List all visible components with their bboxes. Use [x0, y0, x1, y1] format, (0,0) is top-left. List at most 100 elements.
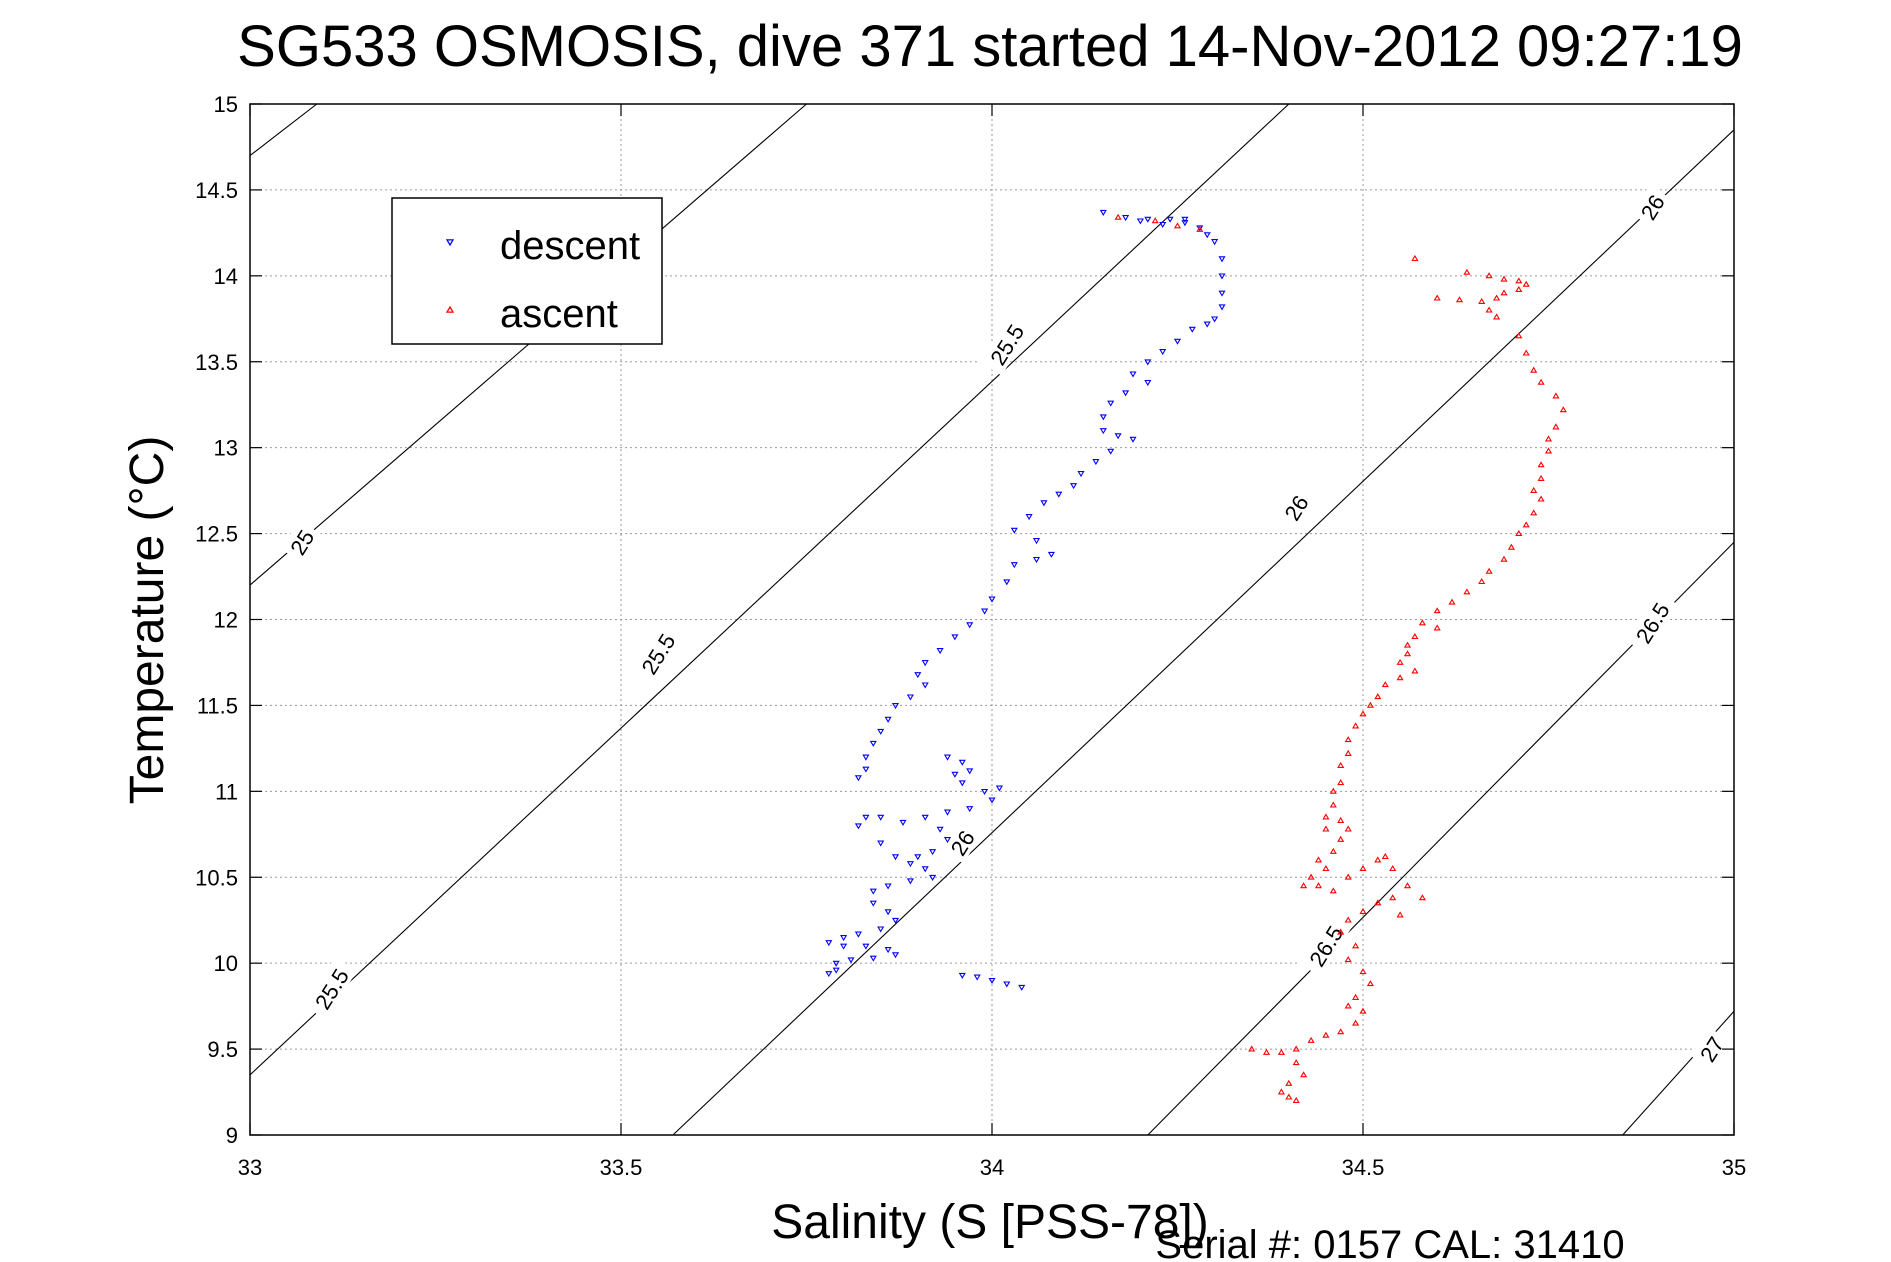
ascent-point — [1448, 598, 1456, 605]
descent-point — [832, 960, 840, 967]
descent-point — [1010, 562, 1018, 569]
y-tick-label: 14 — [214, 264, 238, 289]
descent-point — [1040, 500, 1048, 507]
ascent-point — [1374, 856, 1382, 863]
ascent-point — [1485, 567, 1493, 574]
ascent-point — [1344, 825, 1352, 832]
descent-point — [981, 608, 989, 615]
ascent-point — [1300, 1071, 1308, 1078]
contour-label-bg — [304, 956, 358, 1020]
contour-line-26 — [672, 129, 1735, 1136]
descent-point — [1010, 527, 1018, 534]
contour-line-25-5 — [249, 103, 1290, 1076]
legend-marker-ascent — [445, 305, 455, 313]
density-contours — [249, 103, 1735, 1136]
descent-point — [847, 957, 855, 964]
descent-point — [891, 917, 900, 924]
descent-point — [877, 926, 885, 933]
ascent-point — [1322, 825, 1330, 832]
contour-label: 26 — [1631, 185, 1672, 228]
ascent-point — [1418, 894, 1426, 901]
descent-point — [958, 759, 966, 766]
ascent-point — [1292, 1045, 1300, 1052]
descent-point — [1070, 483, 1078, 490]
contour-label-bg — [630, 621, 684, 685]
ascent-point — [1515, 332, 1523, 339]
ascent-point — [1403, 650, 1412, 657]
descent-point — [1122, 390, 1130, 397]
x-tick-label: 34.5 — [1342, 1155, 1385, 1180]
ascent-point — [1337, 779, 1345, 786]
contour-label: 25.5 — [979, 312, 1033, 376]
ascent-point — [1292, 1059, 1300, 1066]
ascent-point — [1411, 633, 1419, 640]
ascent-point — [1463, 588, 1471, 595]
ascent-point — [1352, 942, 1360, 949]
descent-point — [884, 883, 892, 890]
descent-point — [1218, 256, 1226, 263]
descent-point — [854, 823, 862, 830]
descent-point — [1003, 981, 1011, 988]
contour-label: 26.5 — [1625, 590, 1678, 654]
ascent-point — [1500, 289, 1508, 296]
ascent-point — [1352, 1019, 1360, 1026]
contour-line-27 — [1622, 1010, 1735, 1136]
contour-label: 26.5 — [1298, 913, 1352, 977]
ascent-point — [1522, 349, 1530, 356]
ascent-point — [1359, 1007, 1367, 1014]
data-series — [825, 209, 1567, 1104]
descent-point — [914, 854, 922, 861]
y-tick-label: 11.5 — [197, 693, 238, 718]
ascent-point — [1485, 272, 1493, 279]
y-tick-label: 11 — [215, 779, 238, 804]
contour-label-bg — [281, 520, 322, 563]
descent-point — [1077, 471, 1085, 478]
y-tick-label: 15 — [214, 92, 238, 117]
ascent-point — [1329, 801, 1337, 808]
descent-point — [1114, 433, 1122, 440]
descent-point — [1144, 379, 1152, 387]
y-tick-label: 10.5 — [195, 865, 238, 890]
ascent-point — [1500, 555, 1508, 562]
descent-point — [862, 943, 870, 950]
descent-point — [1003, 579, 1011, 586]
descent-point — [1218, 304, 1226, 311]
ascent-point — [1262, 1048, 1271, 1055]
ascent-point — [1537, 378, 1545, 385]
ascent-point — [1396, 674, 1404, 681]
ascent-point — [1322, 1031, 1330, 1038]
ascent-point — [1381, 852, 1389, 860]
ascent-point — [1248, 1045, 1256, 1052]
descent-point — [1107, 400, 1115, 407]
ascent-point — [1344, 873, 1352, 880]
descent-point — [943, 837, 952, 844]
ascent-point — [1359, 907, 1367, 914]
descent-point — [840, 935, 848, 942]
ascent-point — [1455, 296, 1464, 303]
descent-point — [1099, 209, 1107, 216]
descent-point — [877, 840, 885, 847]
ascent-point — [1515, 277, 1523, 284]
descent-point — [988, 596, 996, 603]
descent-point — [936, 648, 944, 655]
ascent-point — [1552, 392, 1560, 399]
descent-point — [1218, 273, 1226, 280]
ascent-point — [1515, 529, 1523, 536]
contour-label: 25 — [281, 520, 322, 563]
ascent-point — [1300, 882, 1308, 889]
descent-point — [1159, 221, 1167, 228]
ascent-point — [1433, 624, 1441, 631]
ascent-point — [1337, 816, 1345, 823]
legend-label-descent: descent — [500, 224, 640, 268]
ascent-point — [1337, 1028, 1345, 1035]
descent-point — [825, 940, 833, 947]
y-tick-label: 9.5 — [207, 1037, 238, 1062]
series-ascent — [1114, 213, 1567, 1104]
ascent-point — [1359, 710, 1367, 717]
descent-point — [966, 768, 974, 775]
descent-point — [840, 943, 848, 950]
contour-label: 25.5 — [304, 956, 358, 1020]
ascent-point — [1537, 474, 1545, 481]
descent-point — [1122, 215, 1130, 222]
series-descent — [825, 209, 1226, 991]
